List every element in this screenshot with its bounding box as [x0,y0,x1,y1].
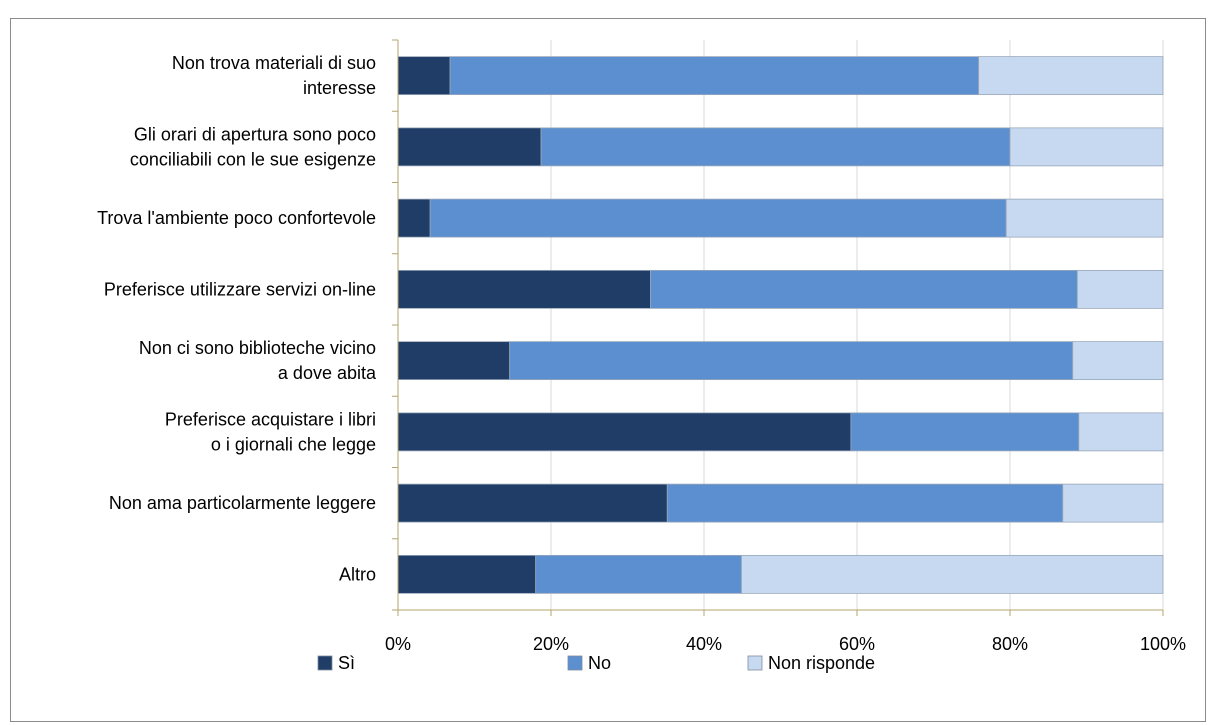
legend-swatch [567,655,583,671]
gridlines [550,40,1164,610]
x-tick-labels: 0% 20% 40% 60% 80% 100% [385,634,1186,654]
x-tick-label: 100% [1140,634,1186,654]
category-label: interesse [303,78,376,98]
bar-segment [1078,412,1164,452]
bar-segment [850,412,1080,452]
category-label: Gli orari di apertura sono poco [134,124,376,144]
x-tick-label: 0% [385,634,411,654]
category-label: o i giornali che legge [211,434,376,454]
bar-segment [429,198,1007,238]
bar-segment [535,554,742,594]
axes [392,39,1164,616]
bars [397,56,1164,594]
bar-segment [449,56,980,96]
bar-segment [741,554,1164,594]
x-tick-label: 40% [686,634,722,654]
bar-segment [509,341,1074,381]
legend: Sì No Non risponde [317,653,875,673]
category-labels: Non trova materiali di suo interesse Gli o… [97,53,377,584]
bar-segment [540,127,1011,167]
bar-segment [397,554,537,594]
legend-swatch [317,655,333,671]
legend-swatch [747,655,763,671]
category-label: Trova l'ambiente poco confortevole [97,208,376,228]
legend-label: Non risponde [768,653,875,673]
bar-segment [1009,127,1164,167]
bar-segment [1072,341,1164,381]
category-label: a dove abita [278,363,377,383]
category-label: Non trova materiali di suo [172,53,376,73]
bar-segment [397,483,668,523]
x-tick-label: 20% [533,634,569,654]
bar-segment [1076,269,1164,309]
legend-label: No [588,653,611,673]
bar-segment [397,412,852,452]
bar-segment [397,269,651,309]
bar-segment [1005,198,1164,238]
x-tick-label: 80% [992,634,1028,654]
x-tick-label: 60% [839,634,875,654]
bar-segment [666,483,1064,523]
bar-segment [650,269,1078,309]
bar-segment [978,56,1164,96]
bar-segment [397,341,511,381]
bar-segment [397,127,542,167]
legend-label: Sì [338,653,355,673]
bar-segment [397,56,451,96]
category-label: Non ci sono biblioteche vicino [139,338,376,358]
category-label: Preferisce acquistare i libri [165,409,376,429]
bar-segment [1062,483,1164,523]
category-label: Non ama particolarmente leggere [109,493,376,513]
category-label: conciliabili con le sue esigenze [130,149,376,169]
category-label: Preferisce utilizzare servizi on-line [104,279,376,299]
category-label: Altro [339,564,376,584]
bar-segment [397,198,431,238]
